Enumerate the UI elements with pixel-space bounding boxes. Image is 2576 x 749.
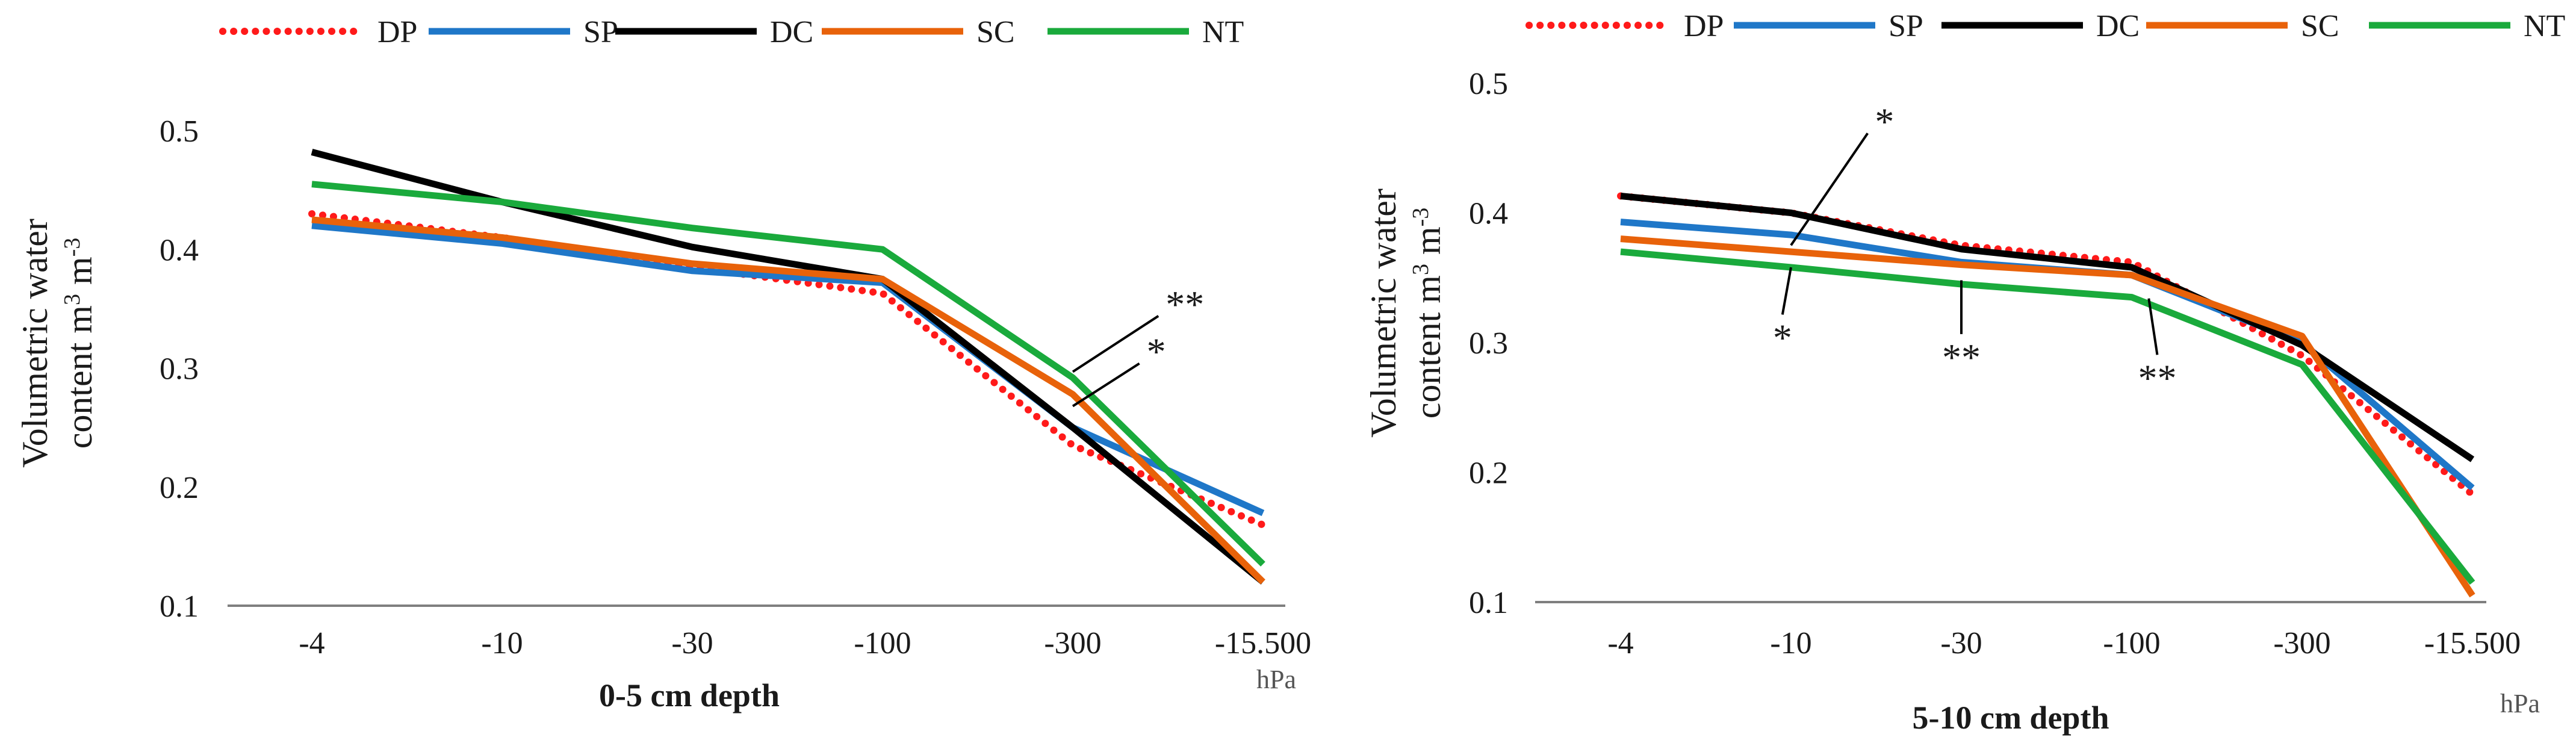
y-tick-labels-5-10cm: 0.1 0.2 0.3 0.4 0.5 — [1469, 67, 1508, 620]
x-axis-unit-0-5cm: hPa — [1256, 665, 1296, 694]
x-tick-label: -15.500 — [1215, 626, 1311, 660]
legend-label-dc: DC — [770, 15, 813, 49]
y-tick-label: 0.5 — [1469, 67, 1508, 101]
series-line-sp — [311, 222, 1265, 517]
annotation-significance-label: * — [1875, 100, 1894, 143]
y-axis-title-line2: content m3 m-3 — [60, 238, 99, 449]
y-tick-label: 0.3 — [160, 352, 199, 387]
legend-label-sp: SP — [583, 15, 618, 49]
annotation-significance-label: ** — [1165, 283, 1204, 326]
annotation-leader-line — [1072, 362, 1140, 408]
x-axis-unit-5-10cm: hPa — [2500, 689, 2540, 718]
annotation-leader-line — [1781, 267, 1792, 315]
legend-label-sc: SC — [2301, 9, 2339, 43]
x-tick-label: -100 — [2103, 626, 2160, 660]
chart-5-10cm: DP SP DC SC NT Volumetric water content m3 m… — [1364, 9, 2565, 736]
legend-0-5cm: DP SP DC SC NT — [219, 15, 1244, 49]
annotation-leader-line — [1072, 315, 1159, 373]
y-axis-title-line1: Volumetric water — [1364, 188, 1403, 438]
legend-label-nt: NT — [1202, 15, 1244, 49]
y-tick-label: 0.3 — [1469, 326, 1508, 361]
series-line-nt — [1620, 248, 2475, 585]
y-tick-label: 0.4 — [1469, 197, 1508, 231]
series-group-0-5cm — [308, 149, 1267, 585]
chart-0-5cm: DP SP DC SC NT Volumetric water content m3 m… — [15, 15, 1311, 713]
legend-label-dp: DP — [377, 15, 417, 49]
y-axis-title-line1: Volumetric water — [15, 219, 55, 468]
series-line-dp — [1617, 192, 2476, 499]
x-tick-label: -4 — [1607, 626, 1633, 660]
series-group-5-10cm — [1617, 192, 2476, 598]
legend-label-sc: SC — [976, 15, 1015, 49]
x-tick-labels-5-10cm: -4 -10 -30 -100 -300 -15.500 — [1607, 626, 2521, 660]
series-line-nt — [311, 181, 1265, 567]
x-axis-title-5-10cm: 5-10 cm depth — [1913, 700, 2109, 736]
x-tick-labels-0-5cm: -4 -10 -30 -100 -300 -15.500 — [299, 626, 1311, 660]
x-tick-label: -15.500 — [2424, 626, 2521, 660]
annotation-leader-line — [1790, 132, 1869, 246]
x-axis-title-0-5cm: 0-5 cm depth — [599, 677, 780, 713]
x-tick-label: -300 — [2273, 626, 2330, 660]
x-tick-label: -300 — [1044, 626, 1101, 660]
x-tick-label: -4 — [299, 626, 324, 660]
y-tick-label: 0.4 — [160, 233, 199, 267]
y-tick-label: 0.2 — [1469, 456, 1508, 491]
y-tick-label: 0.2 — [160, 471, 199, 505]
annotation-significance-label: * — [1773, 317, 1792, 359]
series-line-sc — [1620, 235, 2475, 598]
x-tick-label: -30 — [671, 626, 713, 660]
legend-label-dc: DC — [2096, 9, 2140, 43]
series-line-dp — [308, 210, 1267, 529]
x-tick-label: -100 — [854, 626, 911, 660]
annotation-significance-label: * — [1147, 331, 1166, 373]
y-axis-title-line2: content m3 m-3 — [1408, 208, 1448, 419]
x-tick-label: -10 — [481, 626, 523, 660]
significance-annotations-5-10cm: ** ** ** — [1773, 100, 2177, 399]
legend-label-sp: SP — [1889, 9, 1923, 43]
series-line-dc — [1620, 193, 2475, 462]
y-tick-label: 0.1 — [1469, 586, 1508, 620]
y-tick-label: 0.5 — [160, 114, 199, 149]
legend-label-nt: NT — [2524, 9, 2565, 43]
x-tick-label: -10 — [1770, 626, 1811, 660]
legend-5-10cm: DP SP DC SC NT — [1525, 9, 2565, 43]
series-line-sc — [311, 216, 1265, 585]
annotation-leader-line — [2147, 298, 2159, 355]
y-tick-labels-0-5cm: 0.1 0.2 0.3 0.4 0.5 — [160, 114, 199, 624]
y-axis-title-0-5cm: Volumetric water content m3 m-3 — [15, 219, 99, 468]
annotation-significance-label: ** — [1942, 336, 1981, 379]
series-line-dc — [311, 149, 1265, 585]
legend-label-dp: DP — [1684, 9, 1724, 43]
annotation-significance-label: ** — [2138, 356, 2176, 399]
y-axis-title-5-10cm: Volumetric water content m3 m-3 — [1364, 188, 1448, 438]
significance-annotations-0-5cm: *** — [1072, 283, 1204, 408]
x-tick-label: -30 — [1940, 626, 1982, 660]
y-tick-label: 0.1 — [160, 589, 199, 624]
